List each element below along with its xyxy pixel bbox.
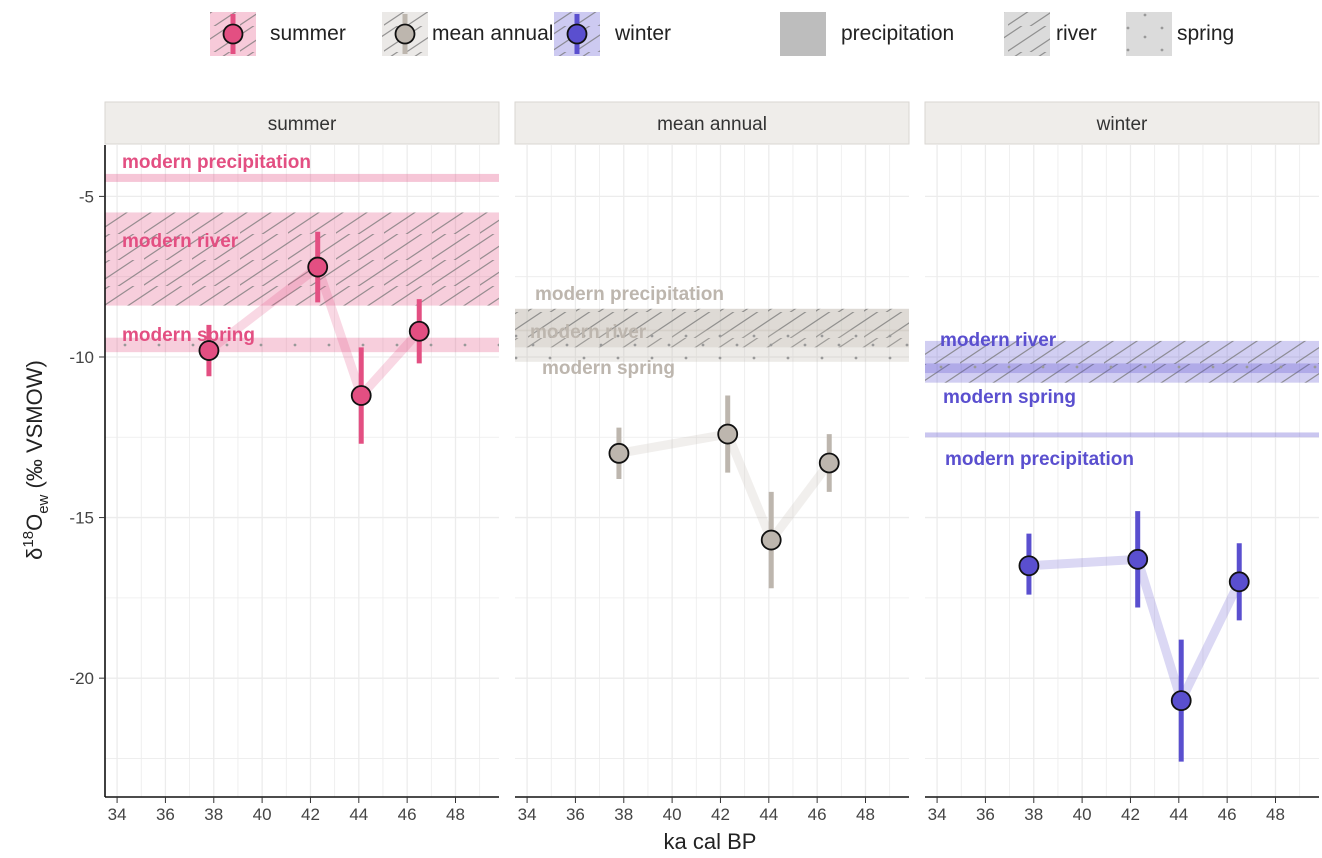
x-tick-label: 40: [253, 805, 272, 824]
series-line: [206, 262, 423, 401]
facet-strip-label: mean annual: [657, 114, 767, 135]
panel-winter: winter modern precipitation modern river mo…: [924, 101, 1320, 824]
y-tick-label: -10: [69, 348, 94, 367]
legend-key-summer: summer: [210, 12, 346, 56]
x-tick-label: 40: [1073, 805, 1092, 824]
legend-key-hatch: [1004, 12, 1050, 56]
facet-strip: [924, 101, 1320, 145]
x-tick-label: 34: [108, 805, 127, 824]
x-tick-label: 48: [856, 805, 875, 824]
legend-key-fill: [780, 12, 826, 56]
x-tick-label: 36: [156, 805, 175, 824]
band-precipitation: [105, 173, 499, 182]
legend-label-summer: summer: [270, 22, 346, 45]
legend-key-river: river: [1004, 12, 1097, 56]
data-point: [408, 320, 430, 342]
facet-panels: summer modern precipitation modern river mo…: [104, 101, 1320, 824]
y-tick-label: -20: [69, 669, 94, 688]
x-tick-label: 44: [1169, 805, 1188, 824]
facet-strip: [104, 101, 500, 145]
legend-key-annual: mean annual: [382, 12, 553, 56]
panel-mean-annual: mean annual modern precipitation modern ri…: [514, 101, 910, 824]
series-line: [1028, 554, 1244, 706]
data-point: [350, 385, 372, 406]
band-label-spring: modern spring: [122, 325, 255, 346]
x-tick-label: 40: [663, 805, 682, 824]
x-axis-title: ka cal BP: [664, 829, 757, 854]
band-label-precipitation: modern precipitation: [945, 449, 1134, 470]
x-tick-label: 38: [204, 805, 223, 824]
legend-key-point: [222, 23, 244, 45]
x-tick-label: 38: [614, 805, 633, 824]
legend-label-river: river: [1056, 22, 1097, 45]
data-point: [307, 256, 329, 278]
x-tick-label: 34: [518, 805, 537, 824]
x-tick-label: 44: [349, 805, 368, 824]
series-line: [618, 429, 833, 545]
y-axis: -5 -10 -15 -20: [69, 145, 106, 797]
gridlines: [515, 145, 909, 797]
x-tick-label: 46: [398, 805, 417, 824]
x-tick-label: 38: [1024, 805, 1043, 824]
legend-label-spring: spring: [1177, 22, 1234, 45]
legend-label-precipitation: precipitation: [841, 22, 954, 45]
legend-label-winter: winter: [614, 22, 671, 45]
band-precipitation: [925, 432, 1319, 438]
legend-key-winter: winter: [554, 12, 671, 56]
band-spring-dots: [515, 329, 909, 362]
x-tick-label: 42: [301, 805, 320, 824]
facet-strip-label: summer: [268, 114, 337, 135]
x-tick-label: 44: [759, 805, 778, 824]
legend: summer mean annual winter precipitation rive…: [210, 12, 1234, 56]
band-river-hatch: [925, 340, 1319, 383]
legend-key-dots: [1126, 12, 1172, 56]
legend-key-spring: spring: [1126, 12, 1234, 56]
gridlines: [925, 145, 1319, 797]
band-label-spring: modern spring: [542, 358, 675, 379]
x-tick-label: 34: [928, 805, 947, 824]
x-tick-label: 48: [1266, 805, 1285, 824]
data-point: [717, 423, 739, 445]
data-point: [1018, 555, 1040, 577]
x-tick-label: 48: [446, 805, 465, 824]
x-tick-label: 42: [1121, 805, 1140, 824]
x-tick-label: 36: [566, 805, 585, 824]
panel-summer: summer modern precipitation modern river mo…: [104, 101, 500, 824]
band-spring-dots: [925, 363, 1319, 374]
facet-strip: [514, 101, 910, 145]
band-label-spring: modern spring: [943, 387, 1076, 408]
data-point: [198, 340, 220, 361]
legend-key-point: [394, 23, 416, 45]
data-point: [760, 529, 782, 551]
band-label-river: modern river: [122, 231, 239, 252]
x-tick-label: 46: [1218, 805, 1237, 824]
data-point: [1170, 690, 1192, 712]
data-point: [1228, 571, 1250, 593]
facet-strip-label: winter: [1096, 114, 1148, 135]
y-axis-title: δ18Oew (‰ VSMOW): [20, 360, 52, 560]
data-point: [1127, 548, 1149, 570]
x-tick-label: 46: [808, 805, 827, 824]
band-label-precipitation: modern precipitation: [122, 152, 311, 173]
legend-label-annual: mean annual: [432, 22, 553, 45]
band-label-precipitation: modern precipitation: [535, 284, 724, 305]
band-label-river: modern river: [530, 322, 647, 343]
y-tick-label: -5: [79, 187, 94, 206]
band-label-river: modern river: [940, 330, 1057, 351]
legend-key-precipitation: precipitation: [780, 12, 954, 56]
data-point: [818, 452, 840, 474]
band-river-hatch: [105, 212, 499, 306]
legend-key-point: [566, 23, 588, 45]
x-tick-label: 36: [976, 805, 995, 824]
y-tick-label: -15: [69, 509, 94, 528]
x-tick-label: 42: [711, 805, 730, 824]
data-point: [608, 442, 630, 464]
